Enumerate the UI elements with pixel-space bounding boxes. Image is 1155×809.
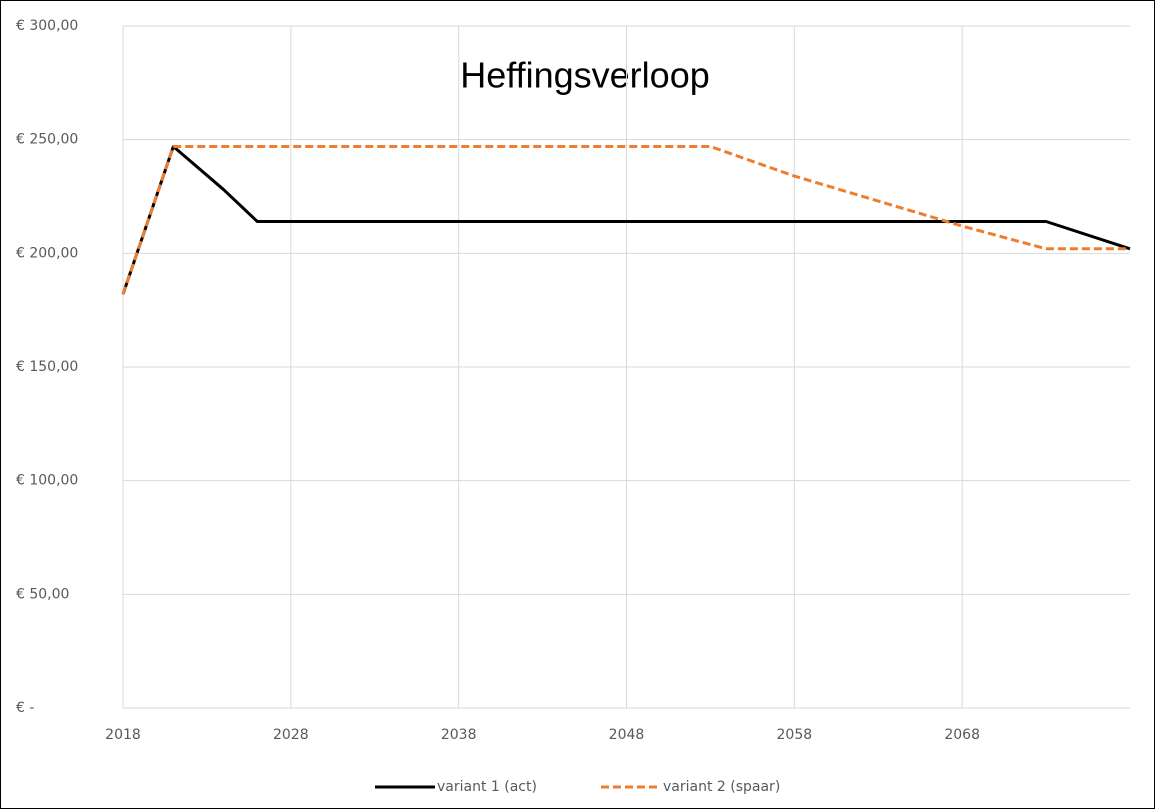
legend-label: variant 1 (act) [437, 779, 537, 795]
y-tick-label: € 200,00 [16, 245, 78, 261]
x-tick-label: 2068 [944, 727, 980, 743]
series-line [121, 144, 1131, 295]
x-tick-label: 2018 [105, 727, 141, 743]
y-tick-label: € - [16, 700, 34, 716]
x-tick-label: 2028 [273, 727, 309, 743]
legend-label: variant 2 (spaar) [663, 779, 780, 795]
y-tick-label: € 300,00 [16, 18, 78, 34]
x-tick-label: 2038 [441, 727, 477, 743]
x-tick-label: 2058 [777, 727, 813, 743]
y-tick-label: € 50,00 [16, 586, 69, 602]
series-line [121, 144, 1130, 295]
y-tick-label: € 250,00 [16, 132, 78, 148]
y-tick-label: € 100,00 [16, 473, 78, 489]
chart-title: Heffingsverloop [460, 55, 710, 96]
y-tick-label: € 150,00 [16, 359, 78, 375]
x-tick-label: 2048 [609, 727, 645, 743]
